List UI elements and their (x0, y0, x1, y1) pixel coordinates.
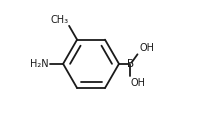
Text: OH: OH (140, 43, 155, 53)
Text: OH: OH (131, 78, 146, 88)
Text: B: B (127, 59, 134, 69)
Text: H₂N: H₂N (30, 59, 49, 69)
Text: CH₃: CH₃ (50, 15, 68, 25)
